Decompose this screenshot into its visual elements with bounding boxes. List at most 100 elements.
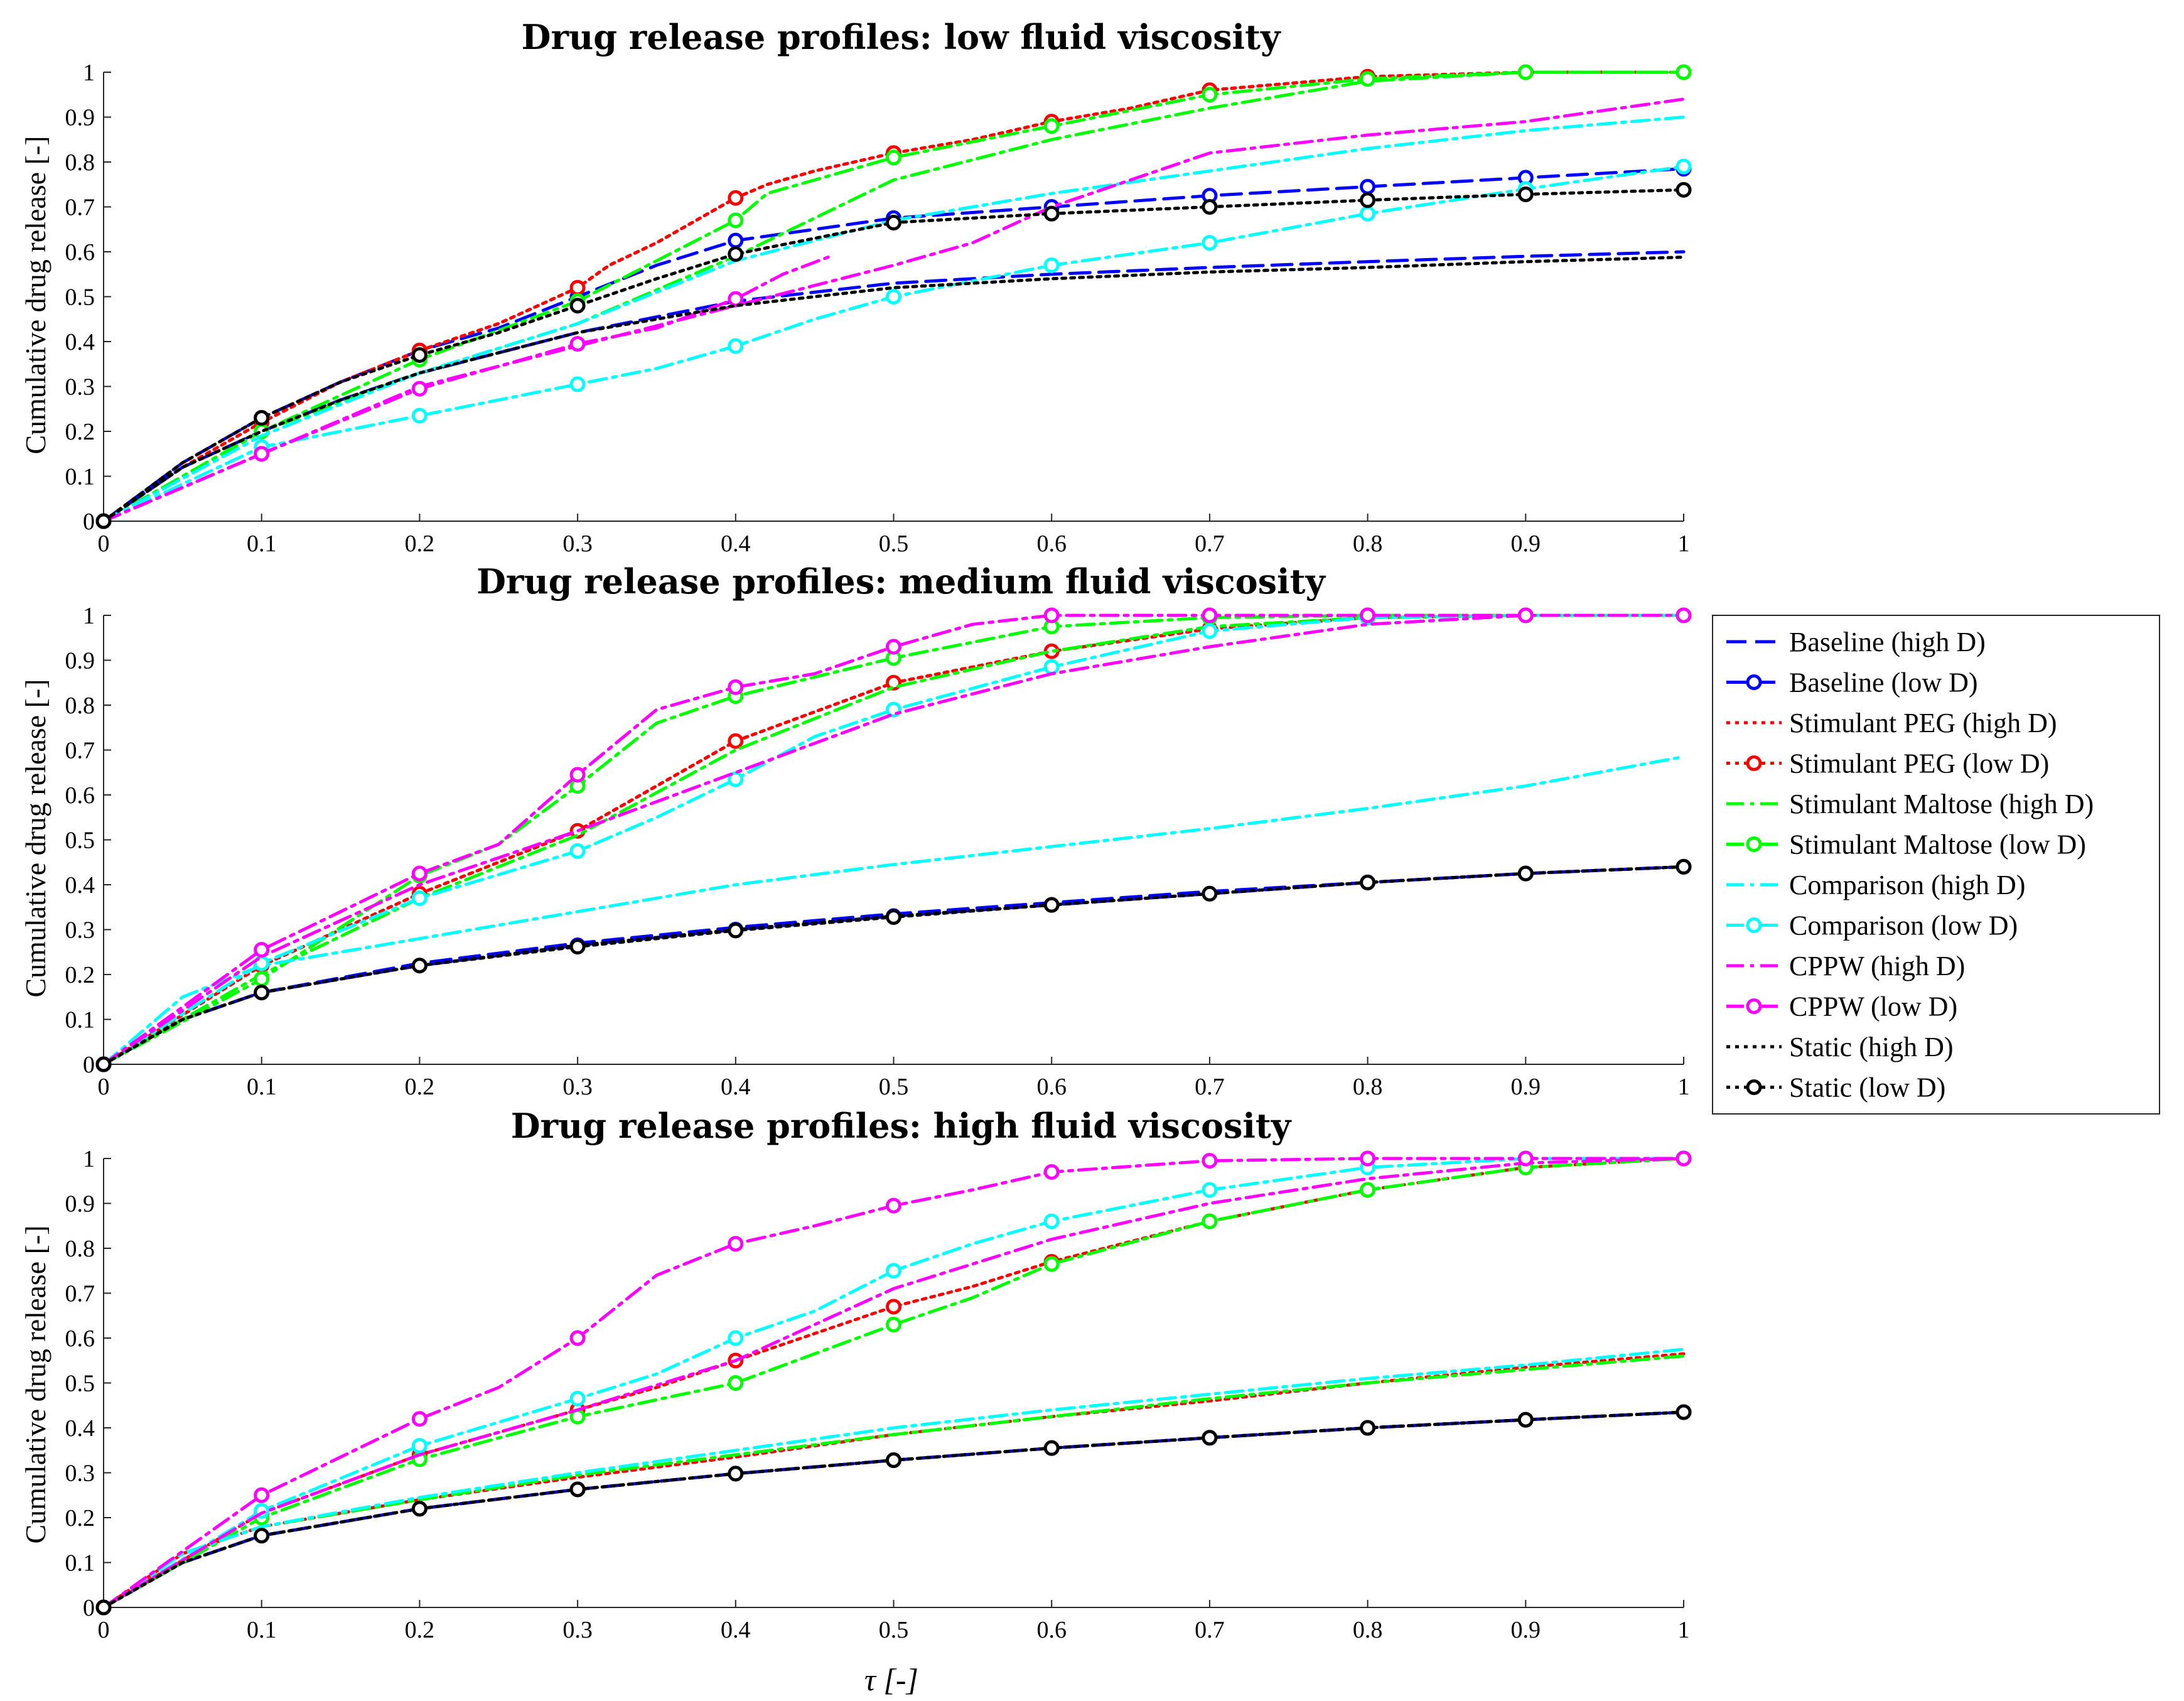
panel-title: Drug release profiles: low fluid viscosi… xyxy=(522,17,1281,57)
data-point-static-low-d xyxy=(1360,192,1376,208)
data-point-static-low-d xyxy=(886,909,901,925)
data-point-cppw-low-d xyxy=(1676,607,1692,624)
data-point-baseline-low-d xyxy=(1360,178,1376,195)
legend-label: Static (low D) xyxy=(1789,1072,1945,1103)
x-tick-label: 0.3 xyxy=(562,531,593,557)
panel-low-viscosity: Drug release profiles: low fluid viscosi… xyxy=(19,17,1692,557)
data-point-cppw-low-d xyxy=(728,1236,744,1252)
x-tick-label: 0.8 xyxy=(1353,531,1383,557)
legend-label: Comparison (low D) xyxy=(1789,910,2018,941)
legend-marker-baseline-low-d xyxy=(1746,674,1762,690)
legend-label: Stimulant PEG (low D) xyxy=(1789,748,2049,779)
data-point-static-low-d xyxy=(1043,897,1060,913)
y-tick-label: 0.9 xyxy=(65,105,95,131)
y-tick-label: 0.5 xyxy=(65,1371,95,1397)
panel-medium-viscosity: Drug release profiles: medium fluid visc… xyxy=(19,561,1692,1100)
legend-marker-stimulant-maltose-low-d xyxy=(1746,836,1762,852)
data-point-static-low-d xyxy=(254,410,270,426)
data-point-stimulant-maltose-low-d xyxy=(886,1317,901,1333)
x-tick-label: 0.5 xyxy=(879,531,909,557)
y-tick-label: 0.1 xyxy=(65,1550,95,1577)
data-point-comparison-low-d xyxy=(569,376,586,392)
data-point-static-low-d xyxy=(1043,205,1060,222)
data-point-stimulant-peg-low-d xyxy=(886,1299,901,1315)
data-point-stimulant-maltose-low-d xyxy=(1360,1182,1376,1198)
data-point-static-low-d xyxy=(569,939,586,955)
y-tick-label: 0.8 xyxy=(65,693,95,719)
data-point-cppw-low-d xyxy=(254,1487,270,1503)
data-point-comparison-low-d xyxy=(728,338,744,354)
y-tick-label: 0.2 xyxy=(65,962,95,988)
data-point-cppw-low-d xyxy=(411,381,428,397)
x-tick-label: 0 xyxy=(98,1074,110,1100)
data-point-static-low-d xyxy=(95,1599,112,1616)
data-point-comparison-low-d xyxy=(886,1263,901,1279)
legend-label: Stimulant PEG (high D) xyxy=(1789,708,2057,738)
data-point-stimulant-maltose-low-d xyxy=(886,149,901,166)
data-point-static-low-d xyxy=(728,922,744,939)
y-tick-label: 0.7 xyxy=(65,195,95,221)
data-point-comparison-low-d xyxy=(1360,205,1376,222)
data-point-stimulant-maltose-low-d xyxy=(1360,71,1376,87)
data-point-comparison-low-d xyxy=(569,1391,586,1407)
panel-title: Drug release profiles: medium fluid visc… xyxy=(476,561,1326,602)
data-point-comparison-low-d xyxy=(1043,1213,1060,1229)
x-tick-label: 0.7 xyxy=(1195,531,1225,557)
y-tick-label: 0.2 xyxy=(65,1505,95,1531)
data-point-comparison-low-d xyxy=(411,408,428,424)
data-point-static-low-d xyxy=(95,1056,112,1072)
data-point-cppw-low-d xyxy=(728,679,744,695)
data-point-cppw-low-d xyxy=(886,1197,901,1214)
x-tick-label: 1 xyxy=(1678,1074,1690,1100)
data-point-stimulant-maltose-low-d xyxy=(1043,118,1060,134)
data-point-comparison-low-d xyxy=(1043,659,1060,675)
data-point-static-low-d xyxy=(1517,186,1534,202)
data-point-cppw-low-d xyxy=(886,639,901,655)
data-point-stimulant-maltose-low-d xyxy=(1043,1256,1060,1272)
series-line-baseline-low-d xyxy=(102,167,1686,523)
x-tick-label: 0.5 xyxy=(879,1617,909,1643)
data-point-static-low-d xyxy=(1202,885,1218,902)
series-line-stimulant-maltose-high-d xyxy=(102,613,1686,1066)
y-tick-label: 0 xyxy=(83,1052,95,1078)
y-tick-label: 0.6 xyxy=(65,782,95,809)
data-point-comparison-low-d xyxy=(728,1330,744,1346)
data-point-static-low-d xyxy=(1517,865,1534,882)
data-point-stimulant-maltose-low-d xyxy=(1202,1213,1218,1229)
data-point-cppw-low-d xyxy=(1043,1164,1060,1180)
x-tick-label: 0.4 xyxy=(721,1617,751,1643)
x-tick-label: 1 xyxy=(1678,1617,1690,1643)
data-point-stimulant-maltose-low-d xyxy=(728,1375,744,1391)
data-point-static-low-d xyxy=(95,513,112,529)
legend-box xyxy=(1712,615,2160,1115)
y-tick-label: 0.6 xyxy=(65,1326,95,1352)
y-tick-label: 1 xyxy=(83,603,95,629)
legend-label: CPPW (low D) xyxy=(1789,991,1957,1022)
x-tick-label: 0.6 xyxy=(1036,531,1067,557)
data-point-cppw-low-d xyxy=(569,1330,586,1346)
data-point-static-low-d xyxy=(1360,874,1376,890)
data-point-cppw-low-d xyxy=(1676,1150,1692,1167)
legend: Baseline (high D) Baseline (low D) Stimula… xyxy=(1712,615,2160,1115)
data-point-comparison-low-d xyxy=(411,1438,428,1454)
data-point-comparison-low-d xyxy=(569,843,586,859)
legend-label: Comparison (high D) xyxy=(1789,870,2025,900)
series-line-static-low-d xyxy=(102,188,1686,523)
series-line-comparison-high-d xyxy=(102,1347,1686,1609)
series-line-stimulant-maltose-low-d xyxy=(102,1157,1686,1609)
y-tick-label: 0.3 xyxy=(65,374,95,401)
x-tick-label: 0.9 xyxy=(1511,1617,1541,1643)
data-point-cppw-low-d xyxy=(411,1411,428,1427)
data-point-static-low-d xyxy=(569,298,586,314)
x-tick-label: 0.8 xyxy=(1353,1074,1383,1100)
data-point-static-low-d xyxy=(1676,858,1692,875)
x-tick-label: 0 xyxy=(98,531,110,557)
data-point-stimulant-peg-low-d xyxy=(569,279,586,296)
x-tick-label: 0.7 xyxy=(1195,1617,1225,1643)
data-point-comparison-low-d xyxy=(728,771,744,787)
legend-label: Stimulant Maltose (low D) xyxy=(1789,829,2086,860)
series-line-cppw-high-d xyxy=(102,613,1686,1066)
data-point-stimulant-maltose-low-d xyxy=(1676,64,1692,80)
data-point-stimulant-maltose-low-d xyxy=(728,212,744,229)
